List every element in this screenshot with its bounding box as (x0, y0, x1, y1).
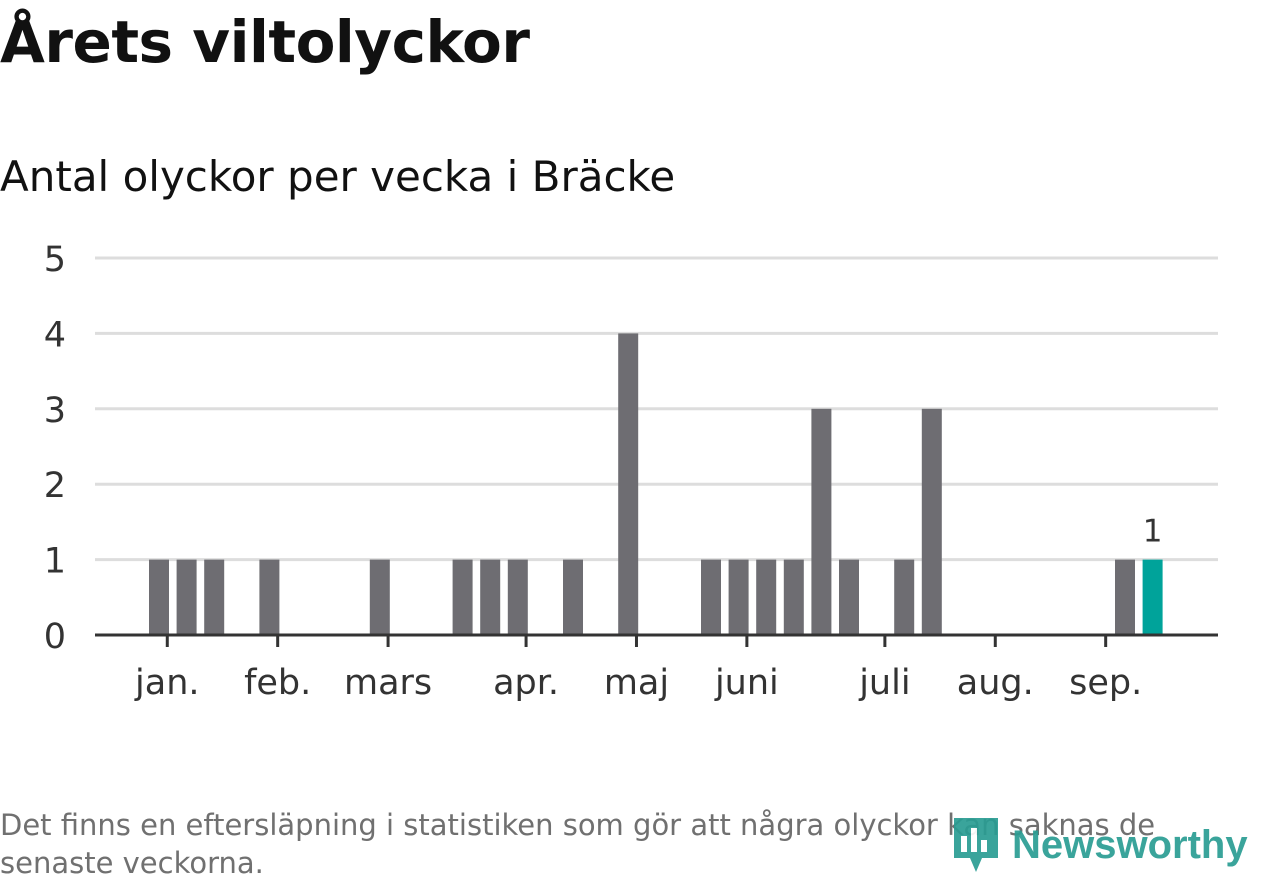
bar (921, 408, 942, 635)
bar (204, 559, 225, 635)
bar (894, 559, 915, 635)
bar (618, 333, 639, 635)
bar (728, 559, 749, 635)
highlight-value-label: 1 (1143, 514, 1163, 550)
bars (149, 333, 1163, 635)
y-axis-ticks: 0 1 2 3 4 5 (44, 240, 66, 657)
bar (176, 559, 197, 635)
y-tick-label: 4 (44, 315, 66, 355)
bar (839, 559, 859, 635)
bar-chart: 0 1 2 3 4 5 jan. feb. mars apr. maj juni juli aug. se… (44, 240, 1218, 703)
x-tick-label: jan. (134, 663, 199, 703)
y-tick-label: 1 (44, 542, 66, 582)
x-tick-label: apr. (493, 663, 559, 703)
bar (701, 559, 721, 635)
x-tick-label: maj (604, 663, 669, 703)
logo-wordmark: Newsworthy (1012, 822, 1248, 867)
x-tick-label: sep. (1069, 663, 1142, 703)
bar-chart-pin-icon (954, 818, 998, 872)
chart-subtitle: Antal olyckor per vecka i Bräcke (0, 152, 676, 201)
y-tick-label: 5 (44, 240, 66, 280)
bar (507, 559, 528, 635)
bar (259, 559, 280, 635)
newsworthy-logo: Newsworthy (950, 814, 1260, 876)
x-tick-label: feb. (244, 663, 311, 703)
highlighted-bar (1142, 559, 1163, 635)
bar (452, 559, 473, 635)
x-tick-label: aug. (957, 663, 1034, 703)
x-tick-label: juli (858, 663, 910, 703)
y-tick-label: 3 (44, 391, 66, 431)
gridlines (95, 256, 1218, 562)
x-tick-label: mars (344, 663, 432, 703)
bar (1115, 559, 1135, 635)
bar (811, 408, 832, 635)
y-tick-label: 2 (44, 466, 66, 506)
chart-title: Årets viltolyckor (0, 8, 530, 76)
data-labels: 1 (1143, 514, 1163, 550)
y-tick-label: 0 (44, 617, 66, 657)
bar (149, 559, 169, 635)
bar (563, 559, 583, 635)
bar (480, 559, 501, 635)
x-tick-label: juni (714, 663, 779, 703)
bar (369, 559, 390, 635)
bar (783, 559, 804, 635)
bar (756, 559, 777, 635)
x-axis-ticks: jan. feb. mars apr. maj juni juli aug. sep. (134, 635, 1142, 703)
